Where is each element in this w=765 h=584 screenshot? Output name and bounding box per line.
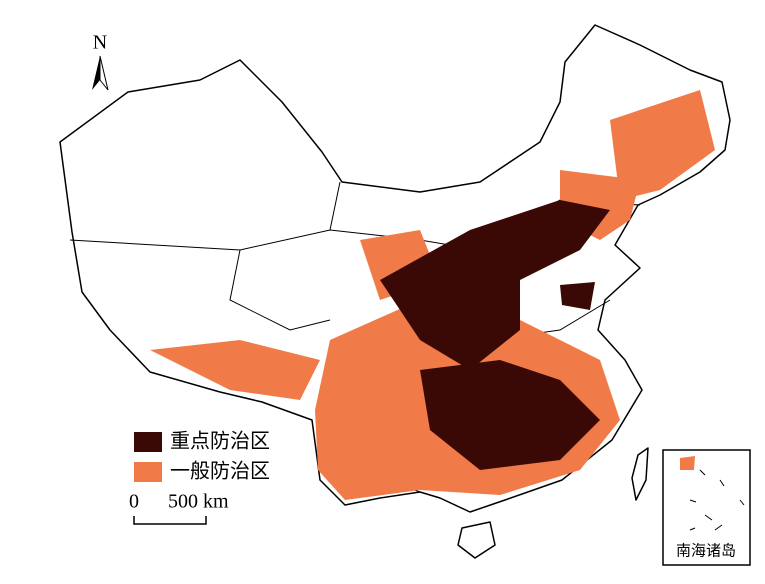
general-zone: [150, 340, 320, 400]
zones: [150, 90, 715, 500]
legend-swatch: [134, 432, 162, 452]
taiwan: [631, 447, 649, 501]
scale-line: [133, 516, 207, 525]
general-zone: [610, 90, 715, 200]
legend: 重点防治区 一般防治区: [134, 430, 270, 483]
arrow-right: [99, 55, 109, 91]
key-zone: [560, 282, 595, 310]
scale-start: 0: [129, 491, 139, 513]
legend-label: 一般防治区: [170, 460, 270, 483]
legend-label: 重点防治区: [170, 430, 270, 453]
north-arrow: N: [92, 32, 109, 91]
key-zone: [420, 360, 600, 470]
inset-frame: [662, 449, 751, 566]
arrow-left: [92, 56, 100, 90]
inset: 南海诸岛: [662, 449, 751, 566]
north-label: N: [93, 32, 107, 54]
inset-islets: [689, 469, 745, 531]
inset-island: [680, 456, 695, 470]
key-zone: [380, 200, 610, 370]
scale-end: 500 km: [168, 491, 229, 513]
scale-bar: 0 500 km: [129, 491, 229, 525]
hainan: [457, 521, 496, 559]
inset-label: 南海诸岛: [676, 542, 736, 559]
legend-swatch: [134, 462, 162, 482]
